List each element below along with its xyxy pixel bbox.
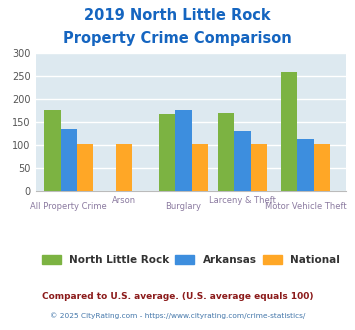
Text: All Property Crime: All Property Crime (31, 202, 107, 211)
Text: Arson: Arson (112, 196, 136, 205)
Text: Property Crime Comparison: Property Crime Comparison (63, 31, 292, 46)
Bar (281, 72, 297, 191)
Bar (297, 139, 313, 191)
Text: Compared to U.S. average. (U.S. average equals 100): Compared to U.S. average. (U.S. average … (42, 292, 313, 301)
Text: Burglary: Burglary (165, 202, 201, 211)
Text: Motor Vehicle Theft: Motor Vehicle Theft (264, 202, 346, 211)
Bar (251, 144, 267, 191)
Bar (175, 110, 192, 191)
Bar (159, 114, 175, 191)
Bar (61, 129, 77, 191)
Bar (192, 144, 208, 191)
Text: 2019 North Little Rock: 2019 North Little Rock (84, 8, 271, 23)
Bar (77, 144, 93, 191)
Bar (234, 131, 251, 191)
Bar (313, 144, 330, 191)
Bar (44, 110, 61, 191)
Bar (116, 144, 132, 191)
Bar (218, 113, 234, 191)
Text: © 2025 CityRating.com - https://www.cityrating.com/crime-statistics/: © 2025 CityRating.com - https://www.city… (50, 312, 305, 318)
Legend: North Little Rock, Arkansas, National: North Little Rock, Arkansas, National (38, 251, 344, 269)
Text: Larceny & Theft: Larceny & Theft (209, 196, 276, 205)
